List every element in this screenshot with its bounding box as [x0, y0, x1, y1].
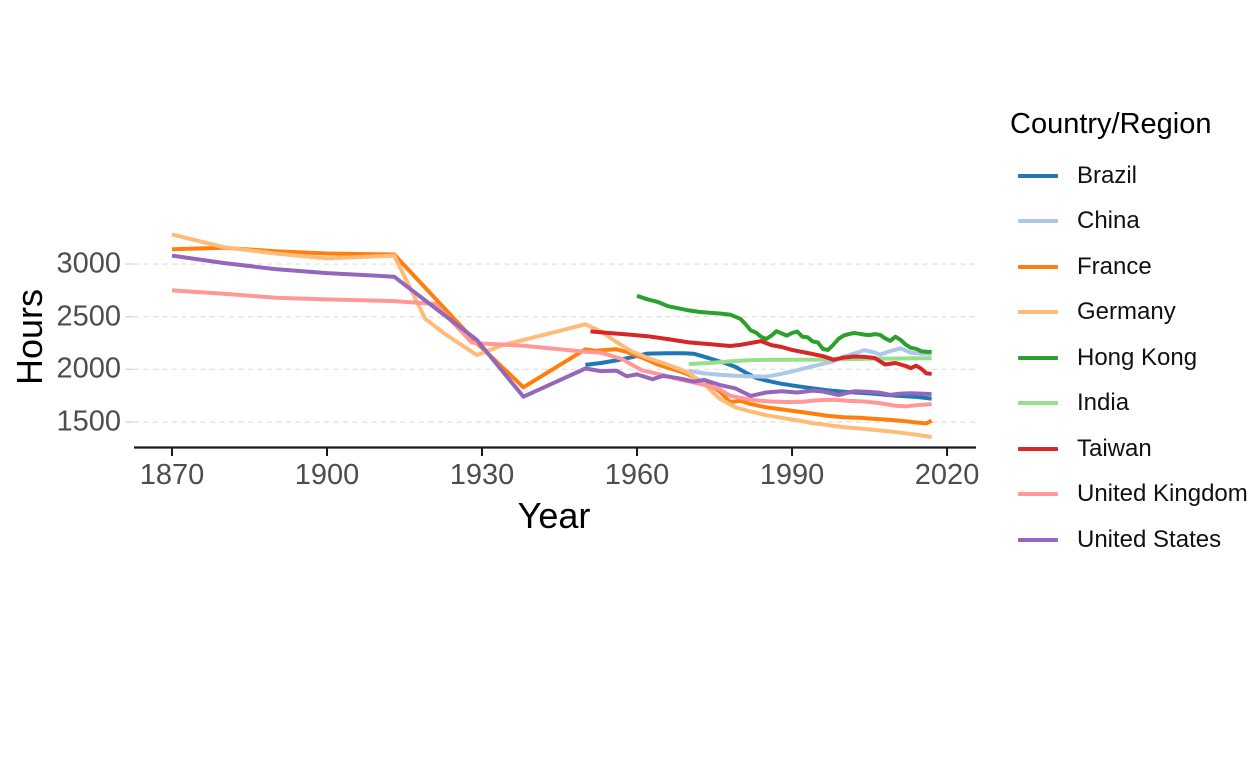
legend-item-hong-kong: Hong Kong — [1008, 335, 1248, 381]
series-line-taiwan — [590, 329, 932, 376]
legend-item-taiwan: Taiwan — [1008, 426, 1248, 472]
legend-item-united-kingdom: United Kingdom — [1008, 472, 1248, 518]
x-tick-label-1870: 1870 — [139, 459, 205, 491]
x-tick-label-1900: 1900 — [294, 459, 360, 491]
legend-swatch-india — [1018, 401, 1058, 406]
y-tick-label-2500: 2500 — [56, 300, 121, 333]
legend-title: Country/Region — [1010, 108, 1212, 140]
legend-swatch-france — [1018, 264, 1058, 269]
legend-label-china: China — [1077, 207, 1140, 235]
series-line-germany — [171, 232, 932, 440]
y-axis-title: Hours — [9, 288, 50, 386]
legend-label-germany: Germany — [1077, 298, 1176, 326]
legend-swatch-taiwan — [1018, 446, 1058, 451]
legend-label-india: India — [1077, 389, 1130, 417]
legend-item-china: China — [1008, 199, 1248, 245]
series-line-india — [688, 356, 932, 366]
series-line-united-states — [171, 253, 932, 399]
x-tick-label-1960: 1960 — [604, 459, 670, 491]
x-tick-label-1930: 1930 — [449, 459, 515, 491]
legend-item-united-states: United States — [1008, 517, 1248, 563]
legend-label-france: France — [1077, 252, 1152, 280]
legend-label-united-states: United States — [1077, 525, 1222, 553]
series-line-france — [171, 245, 933, 426]
y-tick-label-3000: 3000 — [56, 247, 121, 280]
legend-item-india: India — [1008, 381, 1248, 427]
legend-swatch-germany — [1018, 310, 1058, 315]
legend-swatch-hong-kong — [1018, 355, 1058, 360]
legend-swatch-china — [1018, 219, 1058, 224]
series-line-hong-kong — [636, 293, 932, 354]
legend-label-brazil: Brazil — [1077, 161, 1138, 189]
legend-item-germany: Germany — [1008, 290, 1248, 336]
gridlines — [125, 263, 976, 423]
series-lines — [171, 232, 933, 440]
legend-item-france: France — [1008, 244, 1248, 290]
legend-label-taiwan: Taiwan — [1077, 434, 1152, 462]
y-tick-label-2000: 2000 — [56, 352, 121, 385]
legend: Country/Region Brazil China France Germany H… — [1008, 108, 1248, 563]
y-tick-label-1500: 1500 — [56, 405, 121, 438]
legend-swatch-brazil — [1018, 173, 1058, 178]
legend-items: Brazil China France Germany Hong Kong India Ta… — [1008, 153, 1248, 563]
x-tick-label-1990: 1990 — [759, 459, 825, 491]
legend-item-brazil: Brazil — [1008, 153, 1248, 199]
legend-label-united-kingdom: United Kingdom — [1077, 480, 1248, 508]
x-tick-label-2020: 2020 — [914, 459, 980, 491]
legend-swatch-united-kingdom — [1018, 492, 1058, 497]
axes — [134, 446, 976, 456]
legend-label-hong-kong: Hong Kong — [1077, 343, 1198, 371]
legend-swatch-united-states — [1018, 537, 1058, 542]
x-axis-title: Year — [517, 495, 591, 536]
